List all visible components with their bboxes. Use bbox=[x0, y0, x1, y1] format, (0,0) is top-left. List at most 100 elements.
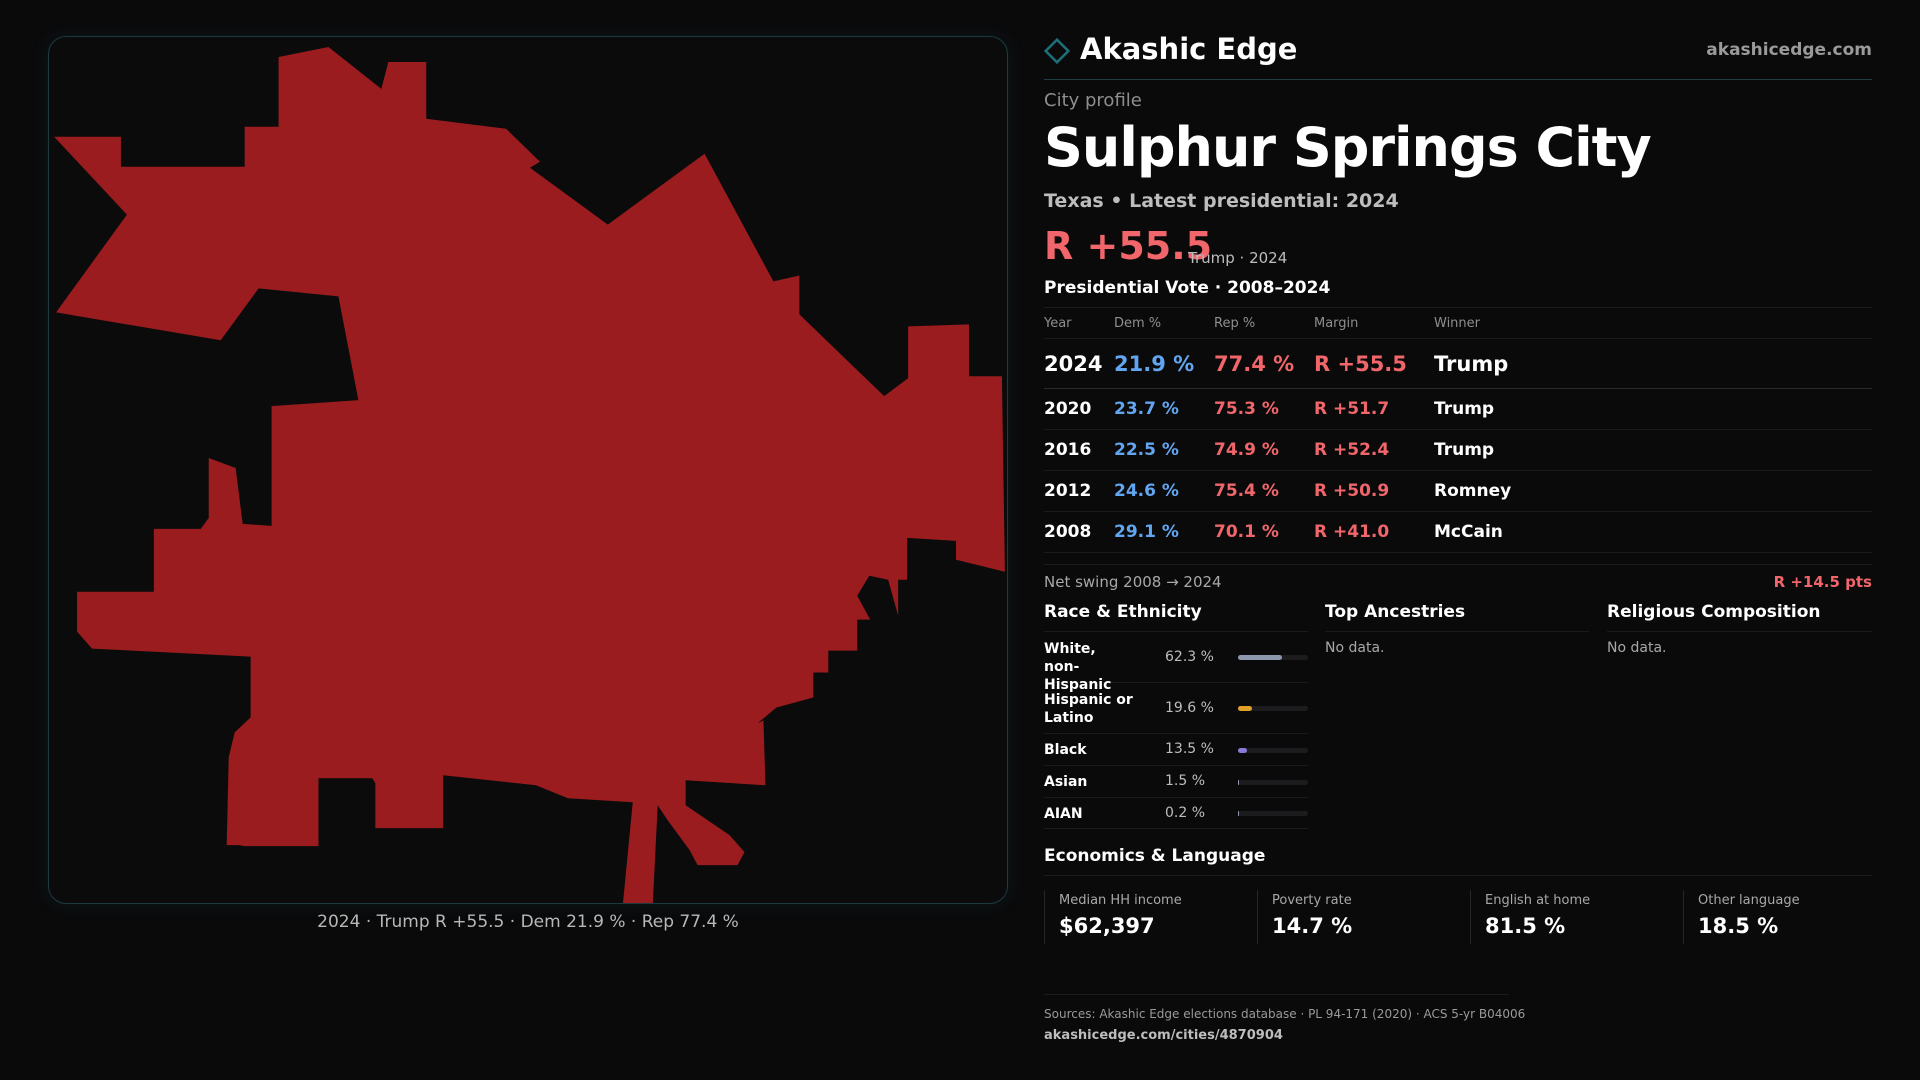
race-bar-track bbox=[1238, 655, 1308, 660]
net-swing-label: Net swing 2008 → 2024 bbox=[1044, 573, 1222, 591]
row-winner: Trump bbox=[1434, 429, 1872, 471]
stat-label: Median HH income bbox=[1059, 893, 1182, 908]
race-percent: 13.5 % bbox=[1165, 741, 1214, 757]
row-margin: R +51.7 bbox=[1314, 388, 1434, 430]
race-bar-fill bbox=[1238, 811, 1239, 816]
row-year: 2012 bbox=[1044, 470, 1114, 512]
net-swing: Net swing 2008 → 2024 R +14.5 pts bbox=[1044, 564, 1872, 591]
row-dem: 22.5 % bbox=[1114, 429, 1214, 471]
race-bar-track bbox=[1238, 706, 1308, 711]
race-bar-fill bbox=[1238, 706, 1252, 711]
row-margin: R +50.9 bbox=[1314, 470, 1434, 512]
race-bar-track bbox=[1238, 779, 1308, 785]
race-percent: 1.5 % bbox=[1165, 773, 1206, 789]
row-rep: 70.1 % bbox=[1214, 511, 1314, 553]
race-bar-fill bbox=[1238, 779, 1240, 785]
row-year: 2024 bbox=[1044, 338, 1114, 389]
ancestries-title: Top Ancestries bbox=[1325, 602, 1589, 632]
race-percent: 0.2 % bbox=[1165, 804, 1206, 821]
headline-margin: R +55.5 bbox=[1044, 224, 1213, 268]
stat-poverty-rate: Poverty rate 14.7 % bbox=[1257, 890, 1470, 944]
race-row: AIAN 0.2 % bbox=[1044, 798, 1308, 829]
ancestries-empty: No data. bbox=[1325, 640, 1385, 656]
table-header-row: Year Dem % Rep % Margin Winner bbox=[1044, 307, 1872, 339]
economics-title: Economics & Language bbox=[1044, 846, 1872, 876]
city-boundary-map bbox=[54, 46, 1005, 903]
column-header-rep: Rep % bbox=[1214, 307, 1314, 339]
city-map[interactable] bbox=[48, 36, 1008, 904]
row-dem: 21.9 % bbox=[1114, 338, 1214, 389]
headline-margin-note: Trump · 2024 bbox=[1188, 249, 1288, 267]
race-label: Black bbox=[1044, 742, 1087, 758]
row-winner: Romney bbox=[1434, 470, 1872, 512]
table-row: 2012 24.6 % 75.4 % R +50.9 Romney bbox=[1044, 470, 1872, 512]
row-rep: 74.9 % bbox=[1214, 429, 1314, 471]
row-dem: 24.6 % bbox=[1114, 470, 1214, 512]
race-percent: 19.6 % bbox=[1165, 699, 1214, 716]
row-rep: 75.3 % bbox=[1214, 388, 1314, 430]
race-bar-track bbox=[1238, 811, 1308, 816]
row-margin: R +55.5 bbox=[1314, 338, 1434, 389]
race-row: Black 13.5 % bbox=[1044, 734, 1308, 766]
row-year: 2016 bbox=[1044, 429, 1114, 471]
religion-title: Religious Composition bbox=[1607, 602, 1872, 632]
city-boundary-shape bbox=[54, 46, 1005, 903]
row-winner: McCain bbox=[1434, 511, 1872, 553]
religion-empty: No data. bbox=[1607, 640, 1667, 656]
race-ethnicity-section: Race & Ethnicity White, non-Hispanic 62.3… bbox=[1044, 602, 1308, 829]
race-ethnicity-title: Race & Ethnicity bbox=[1044, 602, 1308, 632]
page-subtitle: Texas • Latest presidential: 2024 bbox=[1044, 190, 1399, 212]
footer: Sources: Akashic Edge elections database… bbox=[1044, 994, 1526, 1043]
stat-label: Poverty rate bbox=[1272, 893, 1352, 908]
net-swing-value: R +14.5 pts bbox=[1773, 573, 1872, 591]
column-header-year: Year bbox=[1044, 307, 1114, 339]
profile-kicker: City profile bbox=[1044, 90, 1142, 111]
map-caption: 2024 · Trump R +55.5 · Dem 21.9 % · Rep … bbox=[317, 912, 739, 932]
brand-domain-link[interactable]: akashicedge.com bbox=[1706, 40, 1872, 60]
row-rep: 77.4 % bbox=[1214, 338, 1314, 389]
table-row: 2020 23.7 % 75.3 % R +51.7 Trump bbox=[1044, 388, 1872, 430]
brand-name: Akashic Edge bbox=[1080, 32, 1298, 66]
row-year: 2020 bbox=[1044, 388, 1114, 430]
table-row: 2024 21.9 % 77.4 % R +55.5 Trump bbox=[1044, 338, 1872, 389]
stat-value: 18.5 % bbox=[1698, 914, 1779, 938]
race-label: AIAN bbox=[1044, 805, 1083, 822]
race-percent: 62.3 % bbox=[1165, 648, 1214, 665]
race-row: Asian 1.5 % bbox=[1044, 766, 1308, 798]
ancestries-section: Top Ancestries No data. bbox=[1325, 602, 1589, 656]
race-list: White, non-Hispanic 62.3 % Hispanic or Lat… bbox=[1044, 632, 1308, 829]
race-bar-fill bbox=[1238, 655, 1282, 660]
race-label: Asian bbox=[1044, 774, 1088, 790]
table-row: 2016 22.5 % 74.9 % R +52.4 Trump bbox=[1044, 429, 1872, 471]
row-winner: Trump bbox=[1434, 338, 1872, 389]
race-label: Hispanic or Latino bbox=[1044, 691, 1133, 726]
row-dem: 23.7 % bbox=[1114, 388, 1214, 430]
race-row: Hispanic or Latino 19.6 % bbox=[1044, 683, 1308, 734]
sources-text: Sources: Akashic Edge elections database… bbox=[1044, 1007, 1526, 1021]
table-row: 2008 29.1 % 70.1 % R +41.0 McCain bbox=[1044, 511, 1872, 553]
row-winner: Trump bbox=[1434, 388, 1872, 430]
permalink[interactable]: akashicedge.com/cities/4870904 bbox=[1044, 1028, 1283, 1043]
stat-label: Other language bbox=[1698, 893, 1800, 908]
header: Akashic Edge akashicedge.com bbox=[1044, 30, 1872, 80]
diamond-logo-icon bbox=[1044, 38, 1070, 64]
row-year: 2008 bbox=[1044, 511, 1114, 553]
profile-panel: Akashic Edge akashicedge.com City profil… bbox=[1044, 0, 1872, 1080]
presidential-vote-title: Presidential Vote · 2008–2024 bbox=[1044, 278, 1331, 298]
race-row: White, non-Hispanic 62.3 % bbox=[1044, 632, 1308, 693]
race-bar-fill bbox=[1238, 747, 1248, 753]
stat-median-income: Median HH income $62,397 bbox=[1044, 890, 1257, 944]
stat-label: English at home bbox=[1485, 893, 1591, 908]
row-rep: 75.4 % bbox=[1214, 470, 1314, 512]
race-bar-track bbox=[1238, 747, 1308, 753]
column-header-margin: Margin bbox=[1314, 307, 1434, 339]
religion-section: Religious Composition No data. bbox=[1607, 602, 1872, 656]
stat-value: 14.7 % bbox=[1272, 914, 1353, 938]
race-label: White, non-Hispanic bbox=[1044, 640, 1112, 693]
column-header-dem: Dem % bbox=[1114, 307, 1214, 339]
row-margin: R +52.4 bbox=[1314, 429, 1434, 471]
stat-value: $62,397 bbox=[1059, 914, 1155, 938]
page-title: Sulphur Springs City bbox=[1044, 116, 1652, 179]
column-header-winner: Winner bbox=[1434, 307, 1872, 339]
economics-stats: Median HH income $62,397 Poverty rate 14… bbox=[1044, 890, 1872, 944]
